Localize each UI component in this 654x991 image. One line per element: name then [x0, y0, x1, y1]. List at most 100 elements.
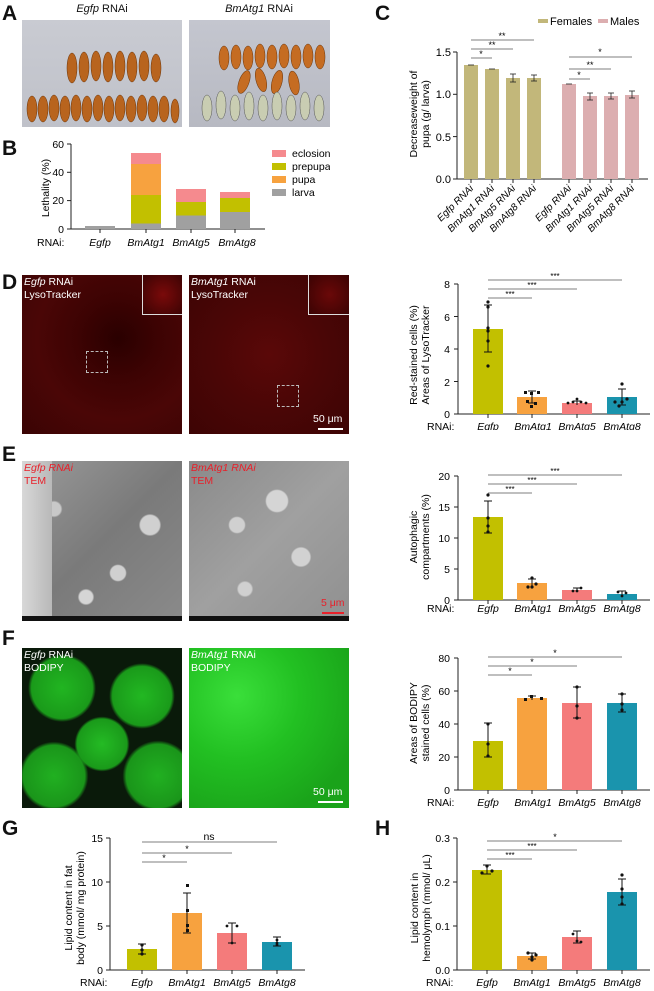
svg-text:60: 60 [438, 686, 450, 698]
svg-text:Lipid content in fat: Lipid content in fat [63, 865, 75, 950]
svg-text:hemolymph (mmol/ μL): hemolymph (mmol/ μL) [421, 854, 433, 962]
scale-bar [318, 428, 343, 430]
svg-text:Areas of LysoTracker: Areas of LysoTracker [420, 305, 432, 405]
svg-text:Egfp: Egfp [477, 797, 499, 809]
svg-text:0: 0 [444, 409, 450, 421]
svg-text:10: 10 [438, 533, 450, 545]
scale-bar-label: 5 μm [321, 597, 345, 609]
chart-e-x-labels: RNAi: Egfp BmAtg1 BmAtg5 BmAtg8 [427, 603, 641, 615]
bar-male-egfp [562, 84, 576, 179]
svg-text:*: * [553, 648, 557, 658]
panel-letter-e: E [2, 443, 17, 466]
x-tick-label: BmAtg1 [127, 237, 164, 249]
bar-female-egfp [464, 65, 478, 179]
panel-letter-f: F [2, 627, 15, 650]
scale-bar [322, 612, 344, 614]
svg-text:*: * [553, 832, 557, 842]
svg-text:0.0: 0.0 [436, 174, 451, 186]
svg-text:BmAtg5: BmAtg5 [558, 797, 596, 809]
svg-text:**: ** [586, 60, 594, 70]
chart-h-lipid-hemolymph: Lipid content in hemolymph (mmol/ μL) 0.… [409, 832, 650, 989]
chart-f-bodipy: Areas of BODIPY stained cells (%) 80 60 40… [408, 648, 650, 809]
svg-text:stained cells (%): stained cells (%) [420, 684, 432, 761]
panel-letter-h: H [375, 817, 391, 840]
svg-text:RNAi:: RNAi: [80, 977, 107, 989]
svg-text:BmAtg5: BmAtg5 [558, 421, 596, 430]
bar-bmatg8 [262, 942, 292, 970]
svg-text:5: 5 [97, 921, 103, 933]
svg-text:*: * [598, 47, 602, 57]
svg-text:**: ** [498, 31, 506, 41]
svg-text:BmAtg8: BmAtg8 [603, 977, 641, 989]
svg-text:0: 0 [97, 965, 103, 977]
inset-zoom [308, 275, 349, 315]
chart-d-lysotracker: Red-stained cells (%) Areas of LysoTrack… [408, 272, 650, 430]
svg-text:RNAi:: RNAi: [427, 797, 454, 809]
svg-text:pupa (g/ larva): pupa (g/ larva) [420, 80, 432, 148]
bar-bmatg1 [517, 956, 547, 970]
scale-bar [318, 801, 343, 803]
svg-text:0.2: 0.2 [435, 877, 450, 889]
svg-text:2: 2 [444, 377, 450, 389]
photo-bmatg1-pupae [189, 20, 330, 127]
bar-bmatg1-larva [131, 223, 161, 229]
svg-text:80: 80 [438, 653, 450, 665]
svg-text:20: 20 [438, 752, 450, 764]
scale-bar-label: 50 μm [313, 786, 343, 798]
svg-text:BmAtg1: BmAtg1 [513, 977, 550, 989]
bar-bmatg1 [517, 583, 547, 600]
micrograph-egfp-tem: Egfp RNAi TEM [22, 461, 182, 621]
svg-text:1.5: 1.5 [436, 47, 451, 59]
bar-female-bmatg1 [485, 69, 499, 179]
inset-region-marker [86, 351, 108, 373]
svg-text:60: 60 [52, 139, 64, 151]
svg-text:Autophagic: Autophagic [408, 511, 420, 564]
micrograph-egfp-bodipy: Egfp RNAi BODIPY [22, 648, 182, 808]
svg-text:BmAtg1: BmAtg1 [514, 603, 551, 615]
svg-text:RNAi:: RNAi: [427, 421, 454, 430]
svg-text:Egfp: Egfp [477, 603, 499, 615]
svg-text:6: 6 [444, 312, 450, 324]
svg-text:20: 20 [438, 471, 450, 483]
svg-text:40: 40 [52, 167, 64, 179]
svg-text:**: ** [488, 40, 496, 50]
bar-female-bmatg8 [527, 78, 541, 179]
svg-text:Lipid content in: Lipid content in [409, 873, 421, 944]
inset-region-marker [277, 385, 299, 407]
bar-egfp-larva [85, 226, 115, 229]
panel-a-right-title: BmAtg1 RNAi [225, 3, 293, 15]
svg-text:BmAtg1: BmAtg1 [168, 977, 205, 989]
svg-text:BmAtg8: BmAtg8 [603, 421, 641, 430]
svg-text:Egfp: Egfp [477, 421, 499, 430]
svg-text:RNAi:: RNAi: [426, 977, 453, 989]
svg-text:0.1: 0.1 [435, 921, 450, 933]
svg-text:40: 40 [438, 719, 450, 731]
svg-text:BmAtg1: BmAtg1 [514, 797, 551, 809]
bar-female-bmatg5 [506, 78, 520, 179]
x-tick-label: Egfp [89, 237, 111, 249]
micrograph-bmatg1-bodipy: BmAtg1 RNAi BODIPY 50 μm [189, 648, 349, 808]
svg-text:eclosion: eclosion [292, 148, 330, 160]
svg-text:Red-stained cells (%): Red-stained cells (%) [408, 305, 420, 405]
svg-text:Egfp: Egfp [131, 977, 153, 989]
chart-c-pupa-weight: Females Males Decreaseweight of pupa (g/… [408, 16, 648, 235]
svg-text:0: 0 [444, 785, 450, 797]
svg-text:compartments (%): compartments (%) [420, 494, 432, 580]
bar-bmatg1 [517, 698, 547, 790]
bar-bmatg5 [562, 403, 592, 414]
svg-text:***: *** [527, 476, 536, 485]
bar-male-bmatg1 [583, 96, 597, 179]
svg-text:***: *** [527, 281, 536, 290]
svg-text:BmAtg8: BmAtg8 [603, 797, 641, 809]
svg-text:0.0: 0.0 [435, 965, 450, 977]
svg-text:0: 0 [58, 224, 64, 236]
svg-text:BmAtg1: BmAtg1 [514, 421, 551, 430]
svg-text:prepupa: prepupa [292, 161, 330, 173]
y-axis-label: Lethality (%) [40, 159, 52, 217]
svg-text:BmAtg5: BmAtg5 [558, 603, 596, 615]
scale-bar-label: 50 μm [313, 413, 343, 425]
svg-text:*: * [185, 844, 189, 854]
pupae-illustration [26, 50, 180, 124]
panel-letter-g: G [2, 817, 19, 840]
